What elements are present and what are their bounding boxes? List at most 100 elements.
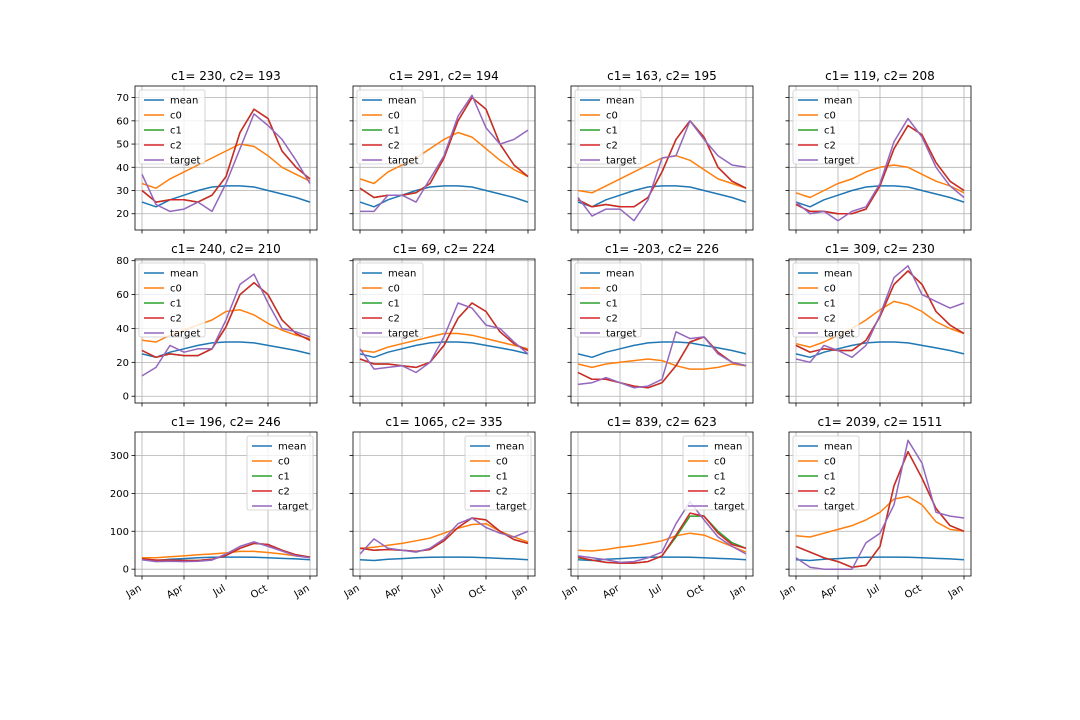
legend-label-c0: c0 bbox=[496, 457, 508, 468]
legend-label-c0: c0 bbox=[824, 284, 836, 295]
y-tick-label: 20 bbox=[116, 209, 129, 220]
subplot-title: c1= 291, c2= 194 bbox=[389, 69, 499, 83]
legend: mean c0 c1 c2 target bbox=[574, 262, 642, 340]
subplot-title: c1= 69, c2= 224 bbox=[393, 242, 495, 256]
subplot-title: c1= 2039, c2= 1511 bbox=[818, 415, 943, 429]
y-tick-label: 30 bbox=[116, 186, 129, 197]
series-line-mean bbox=[141, 341, 311, 359]
series-line-c0 bbox=[359, 332, 529, 353]
series-line-c2 bbox=[141, 108, 311, 203]
series-line-mean bbox=[795, 556, 965, 562]
series-line-target bbox=[359, 517, 529, 555]
legend-label-target: target bbox=[606, 156, 636, 167]
legend-label-c2: c2 bbox=[824, 141, 836, 152]
series-line-mean bbox=[359, 185, 529, 208]
legend-label-c2: c2 bbox=[496, 487, 508, 498]
subplot-title: c1= 839, c2= 623 bbox=[607, 415, 717, 429]
subplot-4: c1= 119, c2= 208 mean c0 c1 c2 target bbox=[785, 69, 972, 234]
series-line-mean bbox=[359, 556, 529, 562]
legend-label-c2: c2 bbox=[824, 314, 836, 325]
series-line-c0 bbox=[359, 131, 529, 185]
legend-label-c1: c1 bbox=[824, 472, 836, 483]
legend-label-c1: c1 bbox=[170, 299, 182, 310]
series-line-mean bbox=[359, 341, 529, 359]
legend-label-target: target bbox=[824, 329, 854, 340]
legend-label-c1: c1 bbox=[496, 472, 508, 483]
y-tick-label: 40 bbox=[116, 324, 129, 335]
subplot-title: c1= 309, c2= 230 bbox=[825, 242, 935, 256]
legend: mean c0 c1 c2 target bbox=[792, 435, 860, 513]
legend-label-mean: mean bbox=[278, 442, 306, 453]
x-tick-label: Jan bbox=[342, 583, 362, 601]
x-tick-label: Jan bbox=[560, 583, 580, 601]
legend-label-c1: c1 bbox=[278, 472, 290, 483]
series-line-c2 bbox=[141, 281, 311, 359]
series-line-target bbox=[795, 265, 965, 364]
x-tick-label: Apr bbox=[165, 583, 186, 602]
subplot-12: c1= 2039, c2= 1511 Jan Apr Jul Oct Jan mean c0 c… bbox=[778, 415, 972, 601]
subplot-1: c1= 230, c2= 193 20 30 40 50 60 70 mean c0 c1 c2 ta… bbox=[116, 69, 318, 234]
legend-label-c0: c0 bbox=[170, 284, 182, 295]
legend-label-target: target bbox=[824, 156, 854, 167]
legend: mean c0 c1 c2 target bbox=[792, 89, 860, 167]
y-tick-label: 40 bbox=[116, 163, 129, 174]
legend-label-c0: c0 bbox=[714, 457, 726, 468]
series-line-c2 bbox=[141, 542, 311, 562]
series-line-mean bbox=[577, 341, 747, 359]
legend-label-c2: c2 bbox=[606, 141, 618, 152]
series-line-mean bbox=[795, 341, 965, 359]
y-tick-label: 50 bbox=[116, 140, 129, 151]
legend-label-target: target bbox=[170, 329, 200, 340]
x-tick-label: Jan bbox=[946, 583, 966, 601]
legend-label-c1: c1 bbox=[824, 299, 836, 310]
legend-label-target: target bbox=[496, 502, 526, 513]
subplot-title: c1= 1065, c2= 335 bbox=[385, 415, 502, 429]
legend-label-c1: c1 bbox=[714, 472, 726, 483]
series-line-c0 bbox=[577, 358, 747, 370]
y-tick-label: 60 bbox=[116, 116, 129, 127]
y-tick-label: 0 bbox=[123, 565, 129, 576]
legend-label-c2: c2 bbox=[714, 487, 726, 498]
legend-label-c2: c2 bbox=[170, 141, 182, 152]
y-tick-label: 20 bbox=[116, 358, 129, 369]
legend-label-c2: c2 bbox=[606, 314, 618, 325]
legend-label-c0: c0 bbox=[824, 457, 836, 468]
legend-label-c0: c0 bbox=[606, 111, 618, 122]
subplot-6: c1= 69, c2= 224 mean c0 c1 c2 target bbox=[349, 242, 536, 407]
legend-label-c1: c1 bbox=[606, 126, 618, 137]
y-tick-label: 300 bbox=[110, 451, 129, 462]
series-line-mean bbox=[141, 556, 311, 562]
legend-label-c0: c0 bbox=[606, 284, 618, 295]
series-line-c2 bbox=[359, 302, 529, 369]
x-tick-label: Jan bbox=[778, 583, 798, 601]
legend: mean c0 c1 c2 target bbox=[464, 435, 532, 513]
subplot-2: c1= 291, c2= 194 mean c0 c1 c2 target bbox=[349, 69, 536, 234]
legend: mean c0 c1 c2 target bbox=[138, 262, 206, 340]
legend-label-c2: c2 bbox=[388, 141, 400, 152]
x-tick-label: Jul bbox=[429, 583, 446, 599]
legend-label-mean: mean bbox=[170, 96, 198, 107]
series-line-target bbox=[577, 331, 747, 389]
legend: mean c0 c1 c2 target bbox=[138, 89, 206, 167]
legend-label-mean: mean bbox=[606, 269, 634, 280]
legend-label-target: target bbox=[606, 329, 636, 340]
y-tick-label: 0 bbox=[123, 392, 129, 403]
series-line-c2 bbox=[359, 517, 529, 553]
legend-label-mean: mean bbox=[824, 442, 852, 453]
x-tick-label: Jan bbox=[510, 583, 530, 601]
series-line-c0 bbox=[142, 550, 311, 559]
series-line-c2 bbox=[577, 512, 747, 564]
x-tick-label: Jul bbox=[865, 583, 882, 599]
series-line-target bbox=[577, 120, 747, 222]
legend-label-target: target bbox=[388, 329, 418, 340]
subplot-title: c1= -203, c2= 226 bbox=[605, 242, 719, 256]
legend: mean c0 c1 c2 target bbox=[792, 262, 860, 340]
series-line-c0 bbox=[795, 300, 965, 348]
x-tick-label: Jan bbox=[292, 583, 312, 601]
legend-label-mean: mean bbox=[388, 96, 416, 107]
x-tick-label: Oct bbox=[249, 583, 270, 601]
series-line-target bbox=[141, 113, 311, 213]
x-tick-label: Apr bbox=[601, 583, 622, 602]
series-line-c2 bbox=[577, 336, 747, 389]
